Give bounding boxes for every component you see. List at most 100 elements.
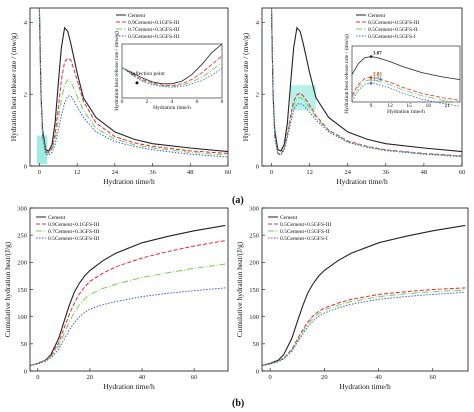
series-line-3 [271, 8, 462, 157]
inset-peak-value: 2.03 [373, 72, 382, 77]
panel-label-b: (b) [232, 398, 244, 409]
series-line-1 [38, 8, 228, 153]
y-tick-label: 50 [21, 341, 28, 348]
x-axis-label: Hydration time/h [103, 382, 155, 391]
series-line-4 [30, 287, 226, 367]
inset-x-tick: 9 [370, 103, 373, 109]
inset-line [121, 55, 223, 86]
inset-frame [121, 43, 223, 99]
legend-entry: 0.7Cement+0.3GFS-III [48, 229, 100, 235]
inset-x-tick: 12 [387, 103, 393, 109]
panel-label-a: (a) [232, 195, 244, 206]
x-tick-label: 36 [149, 169, 156, 176]
x-tick-label: 60 [225, 169, 232, 176]
x-tick-label: 20 [87, 374, 94, 381]
chart-b-right: 0 20 40 60 0 50 100 150 200 250 300 Hydration time/… [235, 205, 469, 391]
series-line-4 [262, 291, 466, 367]
series-line-1 [30, 224, 226, 367]
y-tick-label: 200 [249, 260, 259, 267]
inset-line [351, 56, 461, 80]
x-tick-label: 0 [36, 374, 39, 381]
inset-x-tick: 8 [221, 99, 224, 105]
x-tick-label: 60 [191, 374, 198, 381]
series-line-1 [262, 224, 466, 367]
y-tick-label: 150 [17, 287, 27, 294]
legend-entry: Cement [368, 13, 386, 19]
inset-peak-value: 1.91 [373, 75, 382, 80]
series-line-3 [38, 8, 228, 156]
x-tick-label: 48 [421, 169, 428, 176]
chart-b-left: 0 20 40 60 0 50 100 150 200 250 300 Hydration time/… [3, 205, 229, 391]
x-tick-label: 48 [187, 169, 194, 176]
y-axis-label: Hydration heat release rate / (mw/g) [9, 32, 18, 141]
inset-peak-marker [369, 55, 373, 58]
highlight-region [36, 135, 48, 165]
inset-x-tick: 0 [121, 99, 124, 105]
inset-line [351, 82, 461, 107]
legend-entry: 0.5Cement+0.5GFS-II [280, 229, 330, 235]
x-axis-label: Hydration time/h [103, 177, 155, 186]
inset-y-label: Hydration heat release rate / (mw/g) [343, 34, 350, 114]
legend-entry: Cement [280, 215, 298, 221]
series-line-2 [38, 8, 228, 154]
series-line-3 [30, 263, 226, 367]
y-tick-label: 4 [24, 20, 28, 27]
x-tick-label: 24 [112, 169, 119, 176]
y-tick-label: 0 [256, 163, 259, 170]
x-tick-label: 0 [269, 374, 272, 381]
series-line-3 [262, 289, 466, 367]
inset-y-label: Hydration heat release rate / (mw/g) [113, 31, 120, 111]
inset-peak-value: 3.07 [373, 52, 382, 57]
legend-entry: Cement [48, 215, 66, 221]
x-tick-label: 12 [74, 169, 81, 176]
inset-x-tick: 21 [445, 103, 451, 109]
inset-frame [351, 45, 461, 103]
legend-entry: 0.7Cement+0.3GFS-III [128, 27, 180, 33]
legend-entry: 0.5Cement+0.5GFS-III [48, 236, 100, 242]
x-tick-label: 0 [38, 169, 41, 176]
x-tick-label: 60 [430, 374, 437, 381]
y-tick-label: 300 [17, 205, 27, 212]
y-tick-label: 0 [256, 368, 259, 375]
inset-x-tick: 2 [146, 99, 149, 105]
x-tick-label: 24 [344, 169, 351, 176]
y-tick-label: 150 [249, 287, 259, 294]
plot-frame [29, 7, 229, 167]
y-tick-label: 2 [24, 91, 27, 98]
y-tick-label: 0 [24, 368, 27, 375]
y-tick-label: 50 [253, 341, 260, 348]
inset-x-label: Hydration time/h [153, 105, 191, 111]
y-tick-label: 0 [24, 163, 27, 170]
legend-entry: 0.9Cement+0.1GFS-III [48, 222, 100, 228]
inset-line [351, 76, 461, 101]
legend-entry: Cement [128, 13, 146, 19]
inset-line [121, 67, 223, 88]
legend-entry: 0.5Cement+0.5GFS-II [368, 27, 418, 33]
inset-x-tick: 15 [406, 103, 412, 109]
series-line-2 [30, 240, 226, 367]
y-tick-label: 4 [256, 20, 260, 27]
legend-entry: 0.5Cement+0.5GFS-I [368, 34, 416, 40]
y-tick-label: 250 [17, 232, 27, 239]
y-tick-label: 100 [249, 314, 259, 321]
legend-entry: 0.9Cement+0.1GFS-III [128, 20, 180, 26]
x-axis-label: Hydration time/h [336, 177, 388, 186]
x-tick-label: 20 [321, 374, 328, 381]
inset-peak-value: 1.74 [373, 78, 382, 83]
inset-line [351, 79, 461, 104]
inset-peak-marker [369, 76, 373, 79]
inset-left: 0 2 4 6 8 Hydration time/h Hydration heat rele… [113, 31, 224, 111]
highlight-region [290, 85, 316, 111]
inset-x-tick: 4 [171, 99, 174, 105]
y-axis-label: Cumulative hydration heat/(J/g) [235, 241, 244, 337]
plot-frame [261, 7, 463, 167]
legend-entry: 0.5Cement+0.5GFS-III [368, 20, 420, 26]
y-tick-label: 100 [17, 314, 27, 321]
y-tick-label: 200 [17, 260, 27, 267]
x-tick-label: 0 [270, 169, 273, 176]
inset-peak-marker [369, 78, 373, 82]
x-axis-label: Hydration time/h [339, 382, 391, 391]
legend-entry: 0.5Cement+0.5GFS-III [280, 222, 332, 228]
